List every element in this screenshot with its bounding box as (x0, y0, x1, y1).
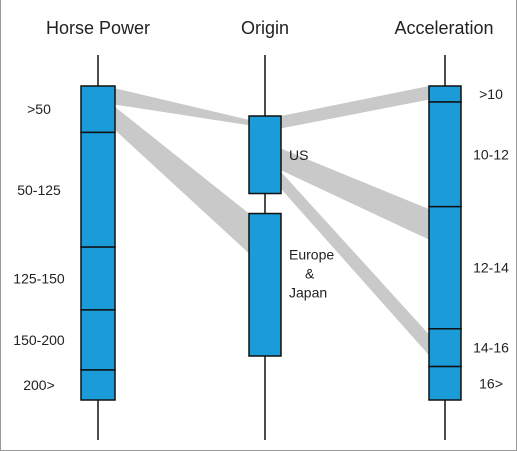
segment-acceleration-16gt (428, 365, 462, 401)
segment-horse-power-125-150 (80, 246, 116, 311)
category-label-line: 200> (23, 377, 55, 393)
ribbon-gt50-to-us (115, 88, 249, 126)
category-label-line: 125-150 (13, 270, 65, 286)
category-label-acceleration-12-14: 12-14 (473, 260, 509, 276)
segment-horse-power-150-200 (80, 309, 116, 371)
category-label-line: 50-125 (17, 182, 61, 198)
category-label-line: US (289, 147, 308, 163)
category-label-origin-us: US (289, 147, 308, 163)
segment-acceleration-12-14 (428, 205, 462, 330)
segment-horse-power-gt50 (80, 85, 116, 134)
category-label-line: 14-16 (473, 340, 509, 356)
axis-title-layer: Horse Power Origin Acceleration (46, 18, 494, 38)
category-label-line: >10 (479, 86, 503, 102)
ribbon-us-to-14-16 (281, 171, 429, 356)
category-label-line: 10-12 (473, 146, 509, 162)
category-label-line: >50 (27, 101, 51, 117)
axis-layer (80, 55, 462, 440)
category-label-horse-power-200gt: 200> (23, 377, 55, 393)
segment-origin-europe-and-japan (248, 212, 282, 357)
category-label-origin-europe-and-japan: Europe & Japan (289, 247, 334, 301)
ribbon-gt50-to-europe-and-japan (115, 106, 249, 254)
category-label-line: & (305, 266, 315, 282)
category-label-acceleration-14-16: 14-16 (473, 340, 509, 356)
segment-acceleration-gt10 (428, 85, 462, 103)
category-label-acceleration-10-12: 10-12 (473, 146, 509, 162)
category-label-horse-power-50-125: 50-125 (17, 182, 61, 198)
category-label-horse-power-150-200: 150-200 (13, 332, 65, 348)
segment-acceleration-10-12 (428, 101, 462, 208)
segment-origin-us (248, 115, 282, 195)
category-label-line: Europe (289, 247, 334, 263)
ribbon-us-to-gt10 (281, 86, 429, 129)
category-label-line: 150-200 (13, 332, 65, 348)
category-label-horse-power-125-150: 125-150 (13, 270, 65, 286)
segment-acceleration-14-16 (428, 328, 462, 368)
category-label-layer: >50 50-125 125-150 150-200 200> US Europe & Japa… (13, 86, 509, 393)
category-label-line: Japan (289, 285, 327, 301)
axis-title-horse-power: Horse Power (46, 18, 150, 38)
segment-horse-power-50-125 (80, 131, 116, 248)
category-label-line: 16> (479, 375, 503, 391)
category-label-horse-power-gt50: >50 (27, 101, 51, 117)
category-label-acceleration-gt10: >10 (479, 86, 503, 102)
category-label-acceleration-16gt: 16> (479, 375, 503, 391)
ribbon-layer (115, 86, 429, 356)
axis-title-origin: Origin (241, 18, 289, 38)
category-label-line: 12-14 (473, 260, 509, 276)
segment-horse-power-200gt (80, 369, 116, 401)
ribbon-us-to-12-14 (281, 148, 429, 240)
axis-title-acceleration: Acceleration (394, 18, 493, 38)
